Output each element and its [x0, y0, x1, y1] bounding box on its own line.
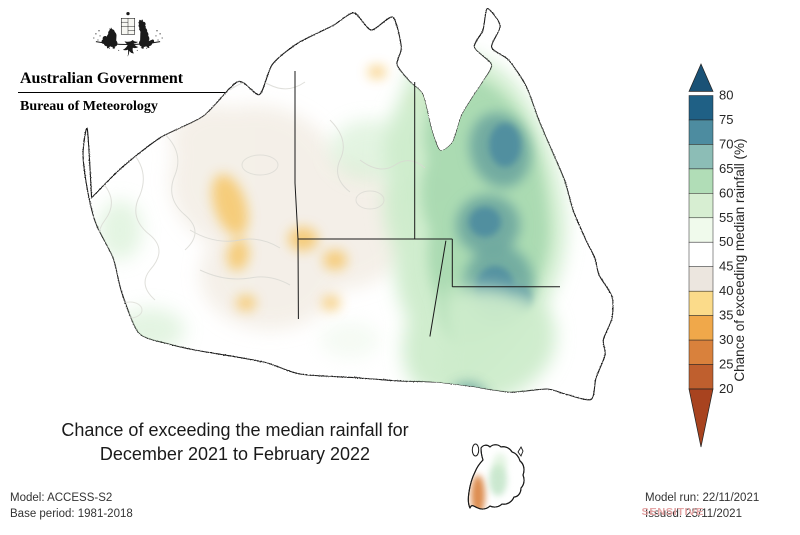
svg-text:Chance of exceeding median rai: Chance of exceeding median rainfall (%)	[732, 138, 747, 381]
svg-text:80: 80	[719, 88, 733, 103]
svg-text:75: 75	[719, 112, 733, 127]
svg-text:20: 20	[719, 381, 733, 396]
